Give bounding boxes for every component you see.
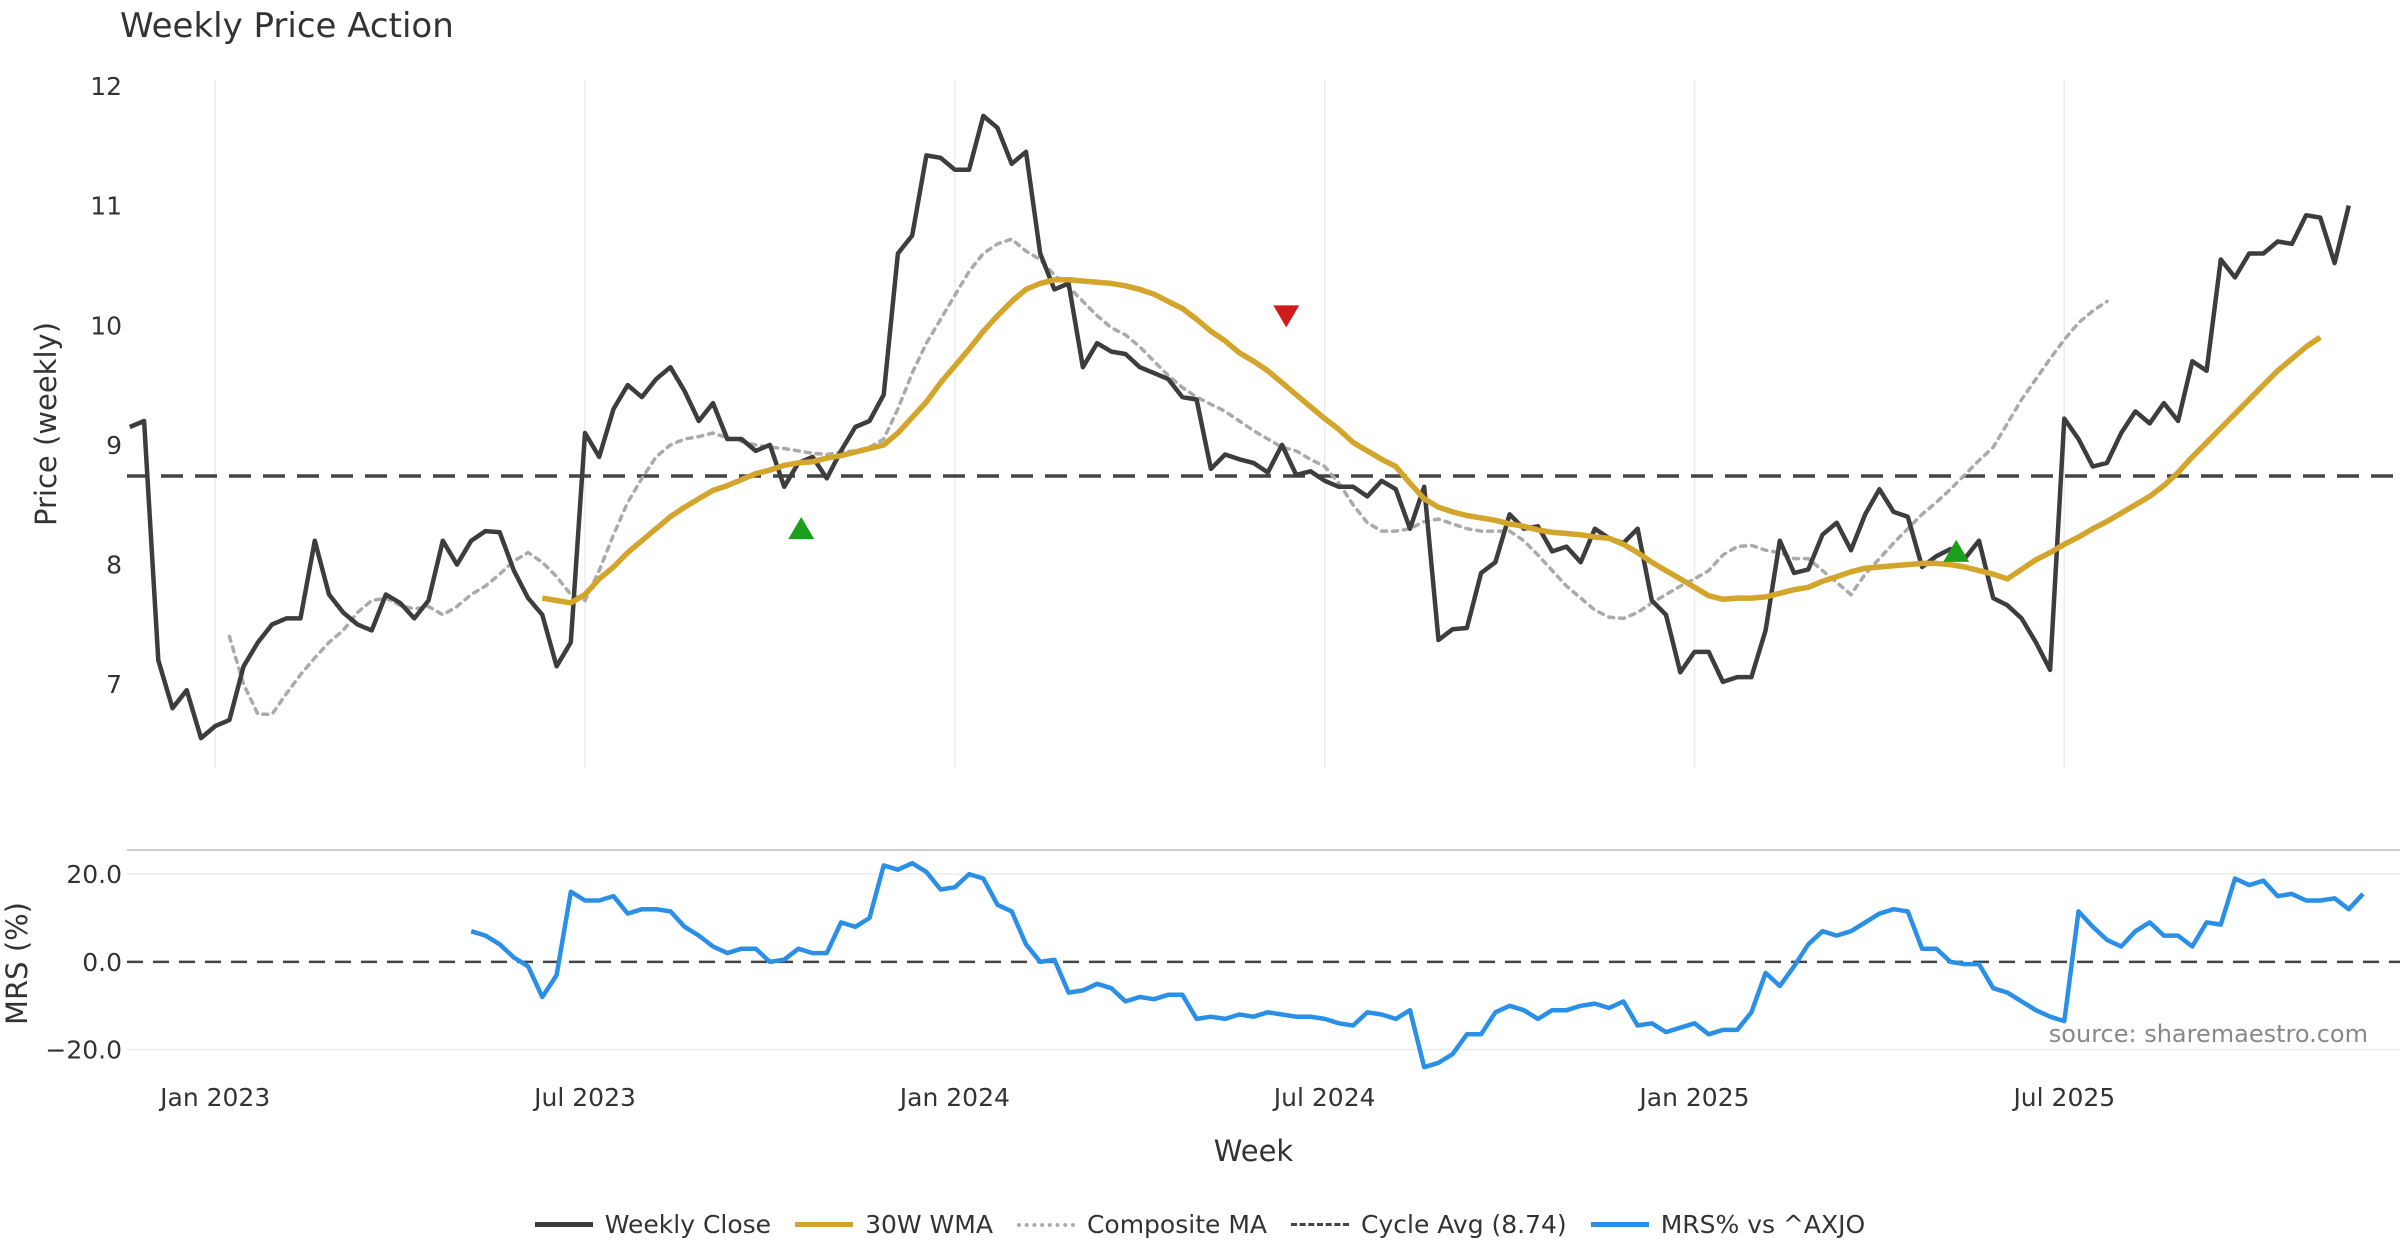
legend-swatch-composite-ma (1016, 1222, 1075, 1227)
legend-label-cycle-avg: Cycle Avg (8.74) (1361, 1210, 1567, 1239)
legend-swatch-mrs (1590, 1222, 1649, 1227)
price-ytick-label-4: 11 (90, 192, 122, 221)
legend-swatch-weekly-close (534, 1222, 593, 1227)
sell-signal-marker-1 (1273, 305, 1300, 328)
x-axis-label: Week (1214, 1134, 1294, 1168)
mrs-ytick-label-1: 0.0 (82, 948, 122, 977)
price-ytick-label-2: 9 (106, 431, 122, 460)
xtick-label-1: Jul 2023 (532, 1083, 636, 1112)
mrs-ylabel: MRS (%) (0, 902, 34, 1025)
buy-signal-marker-2 (1943, 539, 1970, 562)
legend-swatch-30w-wma (795, 1222, 854, 1227)
legend-item-cycle-avg: Cycle Avg (8.74) (1291, 1210, 1567, 1239)
mrs-panel (127, 849, 2400, 1070)
legend-item-mrs: MRS% vs ^AXJO (1590, 1210, 1866, 1239)
mrs-ytick-label-0: 20.0 (66, 860, 122, 889)
price-panel (127, 80, 2400, 768)
mrs-ytick-label-2: −20.0 (45, 1036, 122, 1065)
wma-30w-line (541, 277, 2322, 606)
weekly-close-line (128, 113, 2351, 741)
legend-item-weekly-close: Weekly Close (534, 1210, 772, 1239)
legend-label-30w-wma: 30W WMA (865, 1210, 993, 1239)
legend-swatch-cycle-avg (1291, 1223, 1349, 1226)
xtick-label-0: Jan 2023 (158, 1083, 270, 1112)
legend-item-composite-ma: Composite MA (1016, 1210, 1267, 1239)
xtick-label-5: Jul 2025 (2011, 1083, 2115, 1112)
chart-title: Weekly Price Action (120, 6, 454, 46)
legend-label-weekly-close: Weekly Close (604, 1210, 772, 1239)
xtick-label-3: Jul 2024 (1272, 1083, 1376, 1112)
legend-label-composite-ma: Composite MA (1086, 1210, 1267, 1239)
price-ytick-label-3: 10 (90, 311, 122, 340)
legend-label-mrs: MRS% vs ^AXJO (1660, 1210, 1866, 1239)
price-ylabel: Price (weekly) (29, 322, 63, 526)
buy-signal-marker-0 (788, 516, 815, 540)
source-note: source: sharemaestro.com (2048, 1020, 2368, 1048)
xtick-label-4: Jan 2025 (1637, 1083, 1749, 1112)
chart-legend: Weekly Close 30W WMA Composite MA Cycle … (0, 1210, 2400, 1239)
axes-text: 7 8 9 10 11 12 20.0 0.0 −20.0 Price (weekly) MRS (… (0, 72, 2115, 1168)
legend-item-30w-wma: 30W WMA (795, 1210, 993, 1239)
composite-ma-line (227, 237, 2109, 716)
price-ytick-label-0: 7 (106, 670, 122, 699)
price-ytick-label-1: 8 (106, 551, 122, 580)
mrs-line (470, 860, 2365, 1070)
xtick-label-2: Jan 2024 (898, 1083, 1010, 1112)
price-ytick-label-5: 12 (90, 72, 122, 101)
